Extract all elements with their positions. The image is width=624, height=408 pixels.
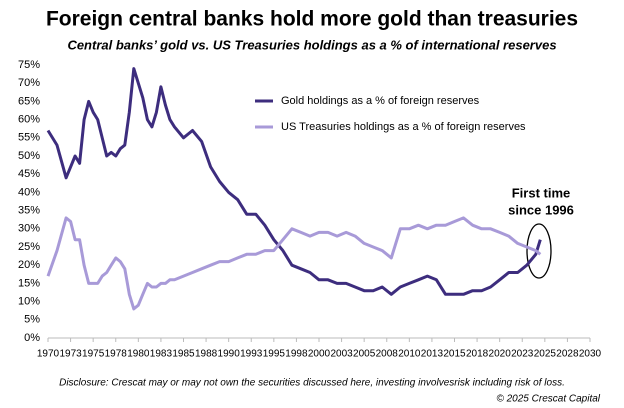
x-tick-label: 2008 (376, 349, 399, 360)
x-tick-label: 2025 (534, 349, 557, 360)
y-tick-label: 35% (18, 205, 40, 217)
x-tick-label: 2030 (579, 349, 602, 360)
x-tick-label: 2010 (398, 349, 421, 360)
x-tick-label: 1983 (150, 349, 173, 360)
x-tick-label: 1970 (37, 349, 60, 360)
x-tick-label: 2000 (308, 349, 331, 360)
copyright: © 2025 Crescat Capital (496, 394, 600, 405)
y-tick-label: 50% (18, 150, 40, 162)
disclosure: Disclosure: Crescat may or may not own t… (59, 378, 565, 389)
y-tick-label: 70% (18, 77, 40, 89)
x-tick-label: 1990 (218, 349, 241, 360)
y-tick-label: 15% (18, 277, 40, 289)
legend-label: US Treasuries holdings as a % of foreign… (281, 121, 526, 133)
x-tick-label: 1995 (263, 349, 286, 360)
x-tick-label: 1985 (172, 349, 195, 360)
x-tick-label: 2005 (353, 349, 376, 360)
y-tick-label: 20% (18, 259, 40, 271)
x-tick-label: 2023 (511, 349, 534, 360)
x-tick-label: 1993 (240, 349, 263, 360)
x-tick-label: 2028 (556, 349, 579, 360)
chart-subtitle: Central banks’ gold vs. US Treasuries ho… (67, 37, 556, 52)
x-tick-label: 1980 (127, 349, 150, 360)
y-tick-label: 30% (18, 223, 40, 235)
y-tick-label: 5% (24, 314, 40, 326)
y-tick-label: 60% (18, 114, 40, 126)
y-tick-label: 55% (18, 132, 40, 144)
legend-label: Gold holdings as a % of foreign reserves (281, 95, 480, 107)
series-line (46, 216, 542, 311)
x-tick-label: 1978 (105, 349, 128, 360)
annotation-ellipse (526, 223, 552, 279)
y-tick-label: 25% (18, 241, 40, 253)
y-tick-label: 10% (18, 296, 40, 308)
x-tick-label: 1973 (59, 349, 82, 360)
x-tick-label: 1975 (82, 349, 105, 360)
x-tick-label: 2013 (421, 349, 444, 360)
annotation: First time (512, 185, 571, 200)
x-tick-label: 1988 (195, 349, 218, 360)
x-tick-label: 1998 (285, 349, 308, 360)
y-tick-label: 0% (24, 332, 40, 344)
series-line (46, 67, 542, 296)
x-tick-label: 2020 (489, 349, 512, 360)
annotation: since 1996 (508, 202, 574, 217)
y-tick-label: 40% (18, 186, 40, 198)
y-tick-label: 65% (18, 95, 40, 107)
y-tick-label: 45% (18, 168, 40, 180)
x-tick-label: 2003 (330, 349, 353, 360)
chart-title: Foreign central banks hold more gold tha… (46, 8, 578, 31)
x-tick-label: 2015 (443, 349, 466, 360)
y-tick-label: 75% (18, 59, 40, 71)
x-tick-label: 2018 (466, 349, 489, 360)
